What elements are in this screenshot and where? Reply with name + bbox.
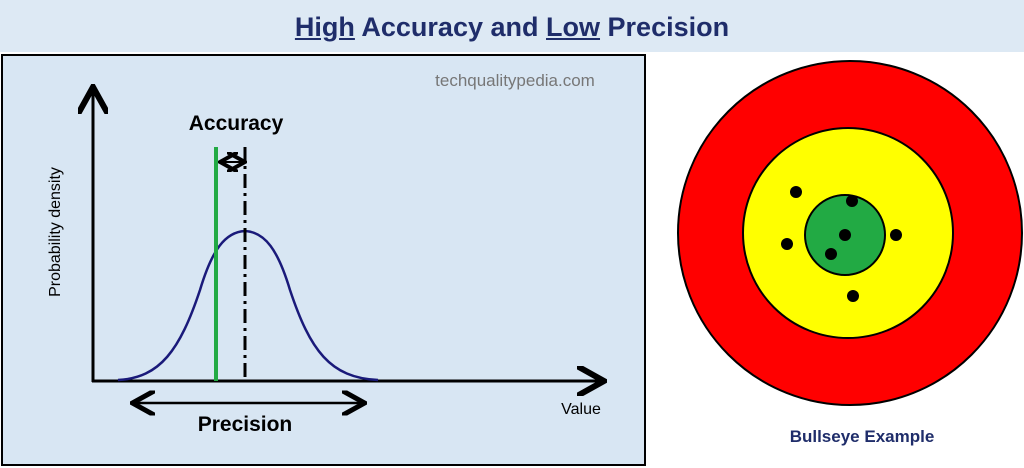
shot: [890, 229, 902, 241]
watermark: techqualitypedia.com: [435, 71, 595, 90]
shot: [790, 186, 802, 198]
shot: [825, 248, 837, 260]
accuracy-label: Accuracy: [189, 112, 284, 135]
title-part: Low: [546, 12, 601, 42]
shot: [846, 195, 858, 207]
shot: [781, 238, 793, 250]
shots: [781, 186, 902, 302]
title-part: Precision: [607, 12, 730, 42]
bullseye-caption: Bullseye Example: [790, 427, 935, 446]
precision-label: Precision: [198, 413, 293, 436]
title-part: Accuracy and: [361, 12, 539, 42]
shot: [847, 290, 859, 302]
title: High Accuracy and Low Precision: [0, 0, 1024, 52]
shot: [839, 229, 851, 241]
y-axis-label: Probability density: [47, 167, 64, 297]
chart-panel: [1, 54, 646, 466]
title-part: High: [294, 12, 355, 42]
x-axis-label: Value: [561, 401, 601, 418]
